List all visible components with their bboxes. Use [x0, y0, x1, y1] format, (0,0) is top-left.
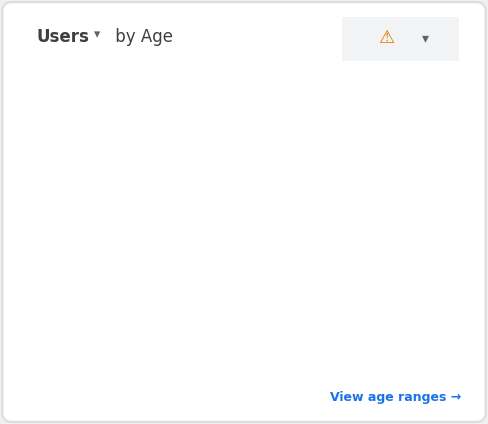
Bar — [107, 183, 338, 210]
Text: ▾: ▾ — [90, 28, 101, 41]
Bar — [107, 97, 246, 124]
Bar — [107, 140, 274, 167]
Text: ▾: ▾ — [423, 31, 429, 45]
Bar — [107, 270, 398, 296]
Text: View age ranges →: View age ranges → — [330, 391, 461, 404]
FancyBboxPatch shape — [330, 15, 470, 64]
Text: ⚠: ⚠ — [378, 29, 394, 47]
Bar — [107, 226, 366, 254]
Text: by Age: by Age — [110, 28, 173, 45]
Bar — [107, 313, 417, 340]
Text: Users: Users — [37, 28, 89, 45]
